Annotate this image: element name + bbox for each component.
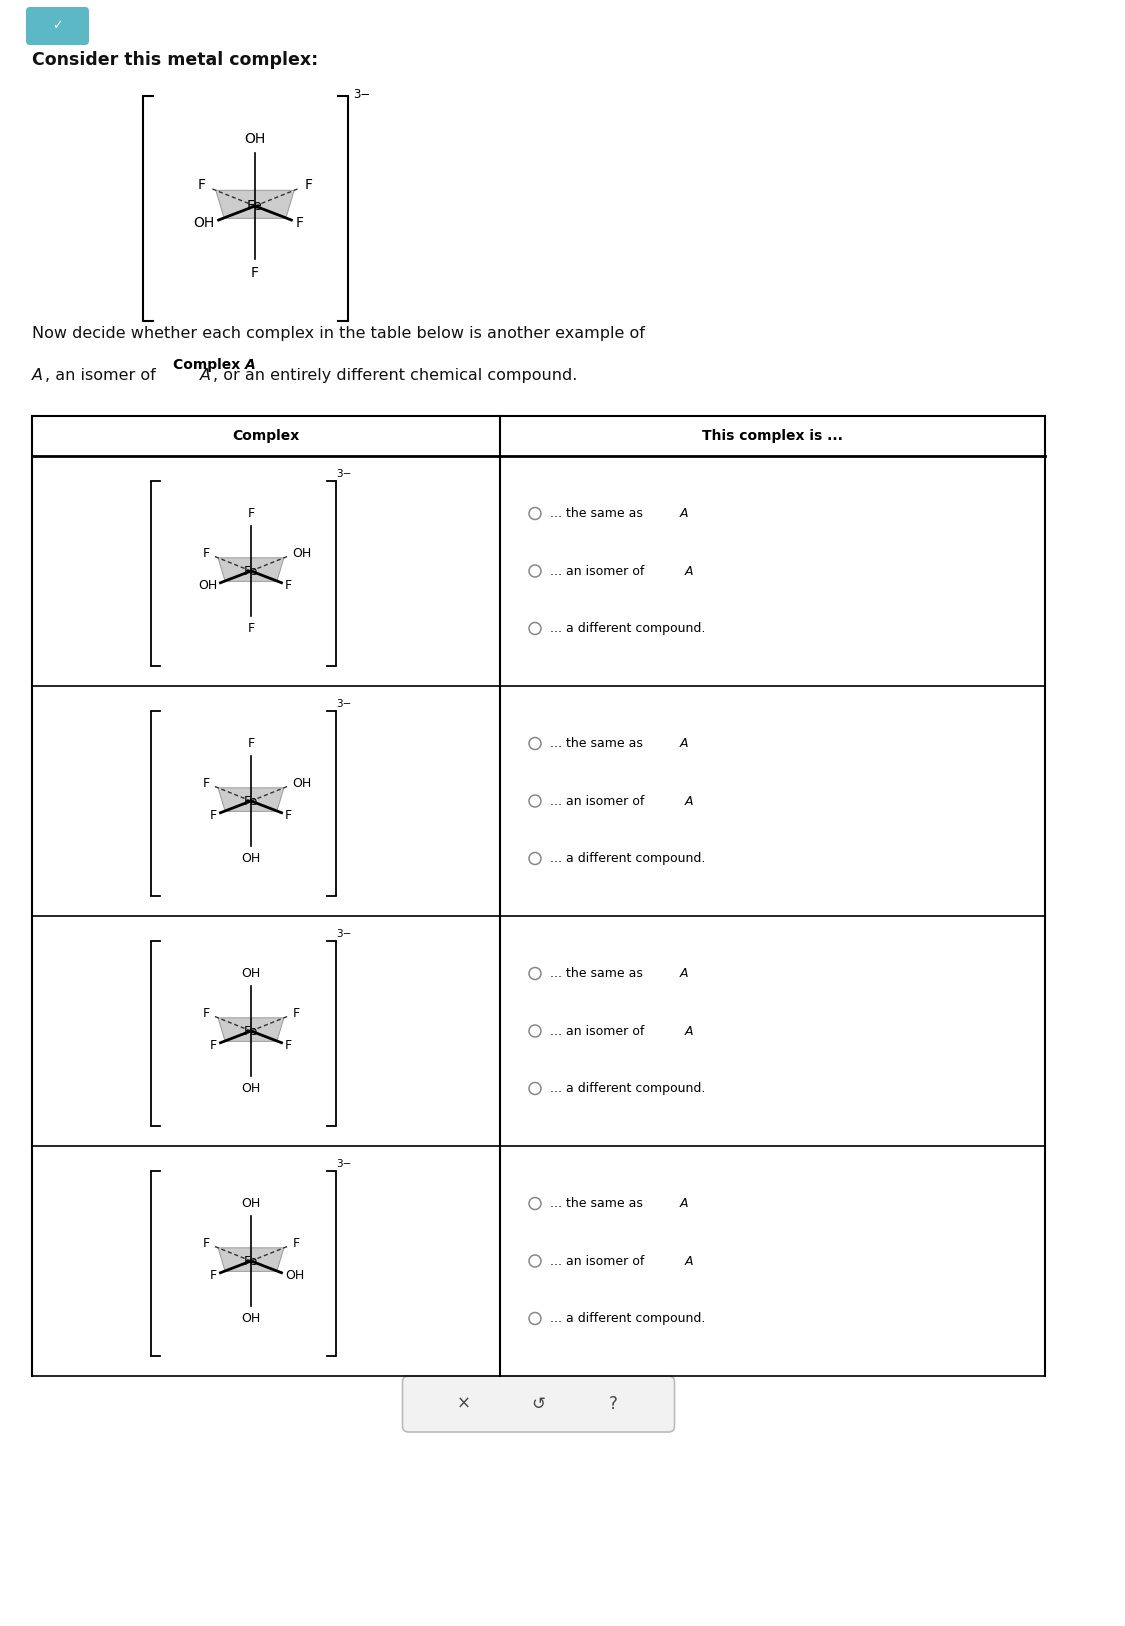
Polygon shape — [218, 1018, 284, 1041]
Text: A: A — [245, 358, 255, 372]
Text: A: A — [680, 1197, 688, 1210]
Text: , an isomer of: , an isomer of — [45, 367, 161, 384]
Text: F: F — [248, 737, 254, 750]
Text: OH: OH — [193, 216, 215, 229]
Text: A: A — [32, 367, 43, 384]
Text: A: A — [680, 737, 688, 750]
Text: F: F — [292, 1006, 299, 1020]
Text: Consider this metal complex:: Consider this metal complex: — [32, 50, 318, 68]
Text: 3−: 3− — [336, 928, 351, 938]
FancyBboxPatch shape — [26, 7, 89, 46]
Text: F: F — [296, 216, 304, 229]
Polygon shape — [218, 1247, 284, 1272]
Text: F: F — [202, 546, 209, 559]
Text: OH: OH — [198, 579, 217, 592]
Text: OH: OH — [292, 546, 312, 559]
Text: OH: OH — [242, 1081, 261, 1094]
Text: Fe: Fe — [244, 795, 258, 808]
Text: ... an isomer of: ... an isomer of — [550, 564, 648, 577]
Text: ... an isomer of: ... an isomer of — [550, 795, 648, 808]
Text: OH: OH — [244, 132, 266, 145]
Text: A: A — [200, 367, 212, 384]
Text: ... a different compound.: ... a different compound. — [550, 852, 705, 865]
Text: A: A — [680, 967, 688, 980]
Text: F: F — [210, 808, 217, 821]
Text: F: F — [304, 177, 313, 192]
Text: ... an isomer of: ... an isomer of — [550, 1024, 648, 1037]
Text: F: F — [210, 1268, 217, 1281]
Text: F: F — [198, 177, 206, 192]
Polygon shape — [216, 190, 295, 218]
Text: OH: OH — [242, 1312, 261, 1325]
Text: 3−: 3− — [336, 1159, 351, 1169]
Text: 3−: 3− — [336, 468, 351, 480]
Text: , or an entirely different chemical compound.: , or an entirely different chemical comp… — [213, 367, 577, 384]
Text: ↺: ↺ — [532, 1395, 546, 1413]
Text: OH: OH — [242, 967, 261, 980]
Text: A: A — [685, 795, 693, 808]
Text: Fe: Fe — [244, 1024, 258, 1037]
Text: ?: ? — [609, 1395, 618, 1413]
Text: ... a different compound.: ... a different compound. — [550, 1081, 705, 1094]
Text: F: F — [292, 1237, 299, 1250]
Text: ... a different compound.: ... a different compound. — [550, 1312, 705, 1325]
Text: A: A — [680, 507, 688, 520]
Text: 3−: 3− — [353, 88, 370, 101]
Text: F: F — [210, 1039, 217, 1052]
Text: F: F — [202, 1237, 209, 1250]
Text: A: A — [685, 1024, 693, 1037]
Text: Fe: Fe — [244, 1255, 258, 1268]
Text: A: A — [685, 1255, 693, 1268]
Text: F: F — [285, 579, 292, 592]
Text: F: F — [202, 777, 209, 790]
Text: ... a different compound.: ... a different compound. — [550, 623, 705, 636]
Text: ... the same as: ... the same as — [550, 507, 647, 520]
Text: This complex is ...: This complex is ... — [702, 429, 843, 442]
Text: Now decide whether each complex in the table below is another example of: Now decide whether each complex in the t… — [32, 325, 645, 341]
Text: Complex: Complex — [233, 429, 299, 442]
Text: F: F — [202, 1006, 209, 1020]
Text: F: F — [285, 808, 292, 821]
Polygon shape — [218, 789, 284, 811]
Text: A: A — [685, 564, 693, 577]
Text: ... an isomer of: ... an isomer of — [550, 1255, 648, 1268]
Text: ... the same as: ... the same as — [550, 967, 647, 980]
FancyBboxPatch shape — [403, 1376, 675, 1433]
Text: OH: OH — [242, 852, 261, 865]
Text: Complex: Complex — [173, 358, 245, 372]
Text: F: F — [248, 507, 254, 520]
Text: ×: × — [457, 1395, 470, 1413]
Text: 3−: 3− — [336, 699, 351, 709]
Text: ... the same as: ... the same as — [550, 1197, 647, 1210]
Text: Fe: Fe — [244, 564, 258, 577]
Text: Fe: Fe — [248, 198, 263, 213]
Text: ✓: ✓ — [52, 20, 63, 33]
Text: OH: OH — [242, 1197, 261, 1210]
Polygon shape — [218, 558, 284, 582]
Text: OH: OH — [285, 1268, 304, 1281]
Text: ... the same as: ... the same as — [550, 737, 647, 750]
Text: F: F — [285, 1039, 292, 1052]
Text: F: F — [251, 267, 259, 280]
Text: F: F — [248, 621, 254, 634]
Text: OH: OH — [292, 777, 312, 790]
